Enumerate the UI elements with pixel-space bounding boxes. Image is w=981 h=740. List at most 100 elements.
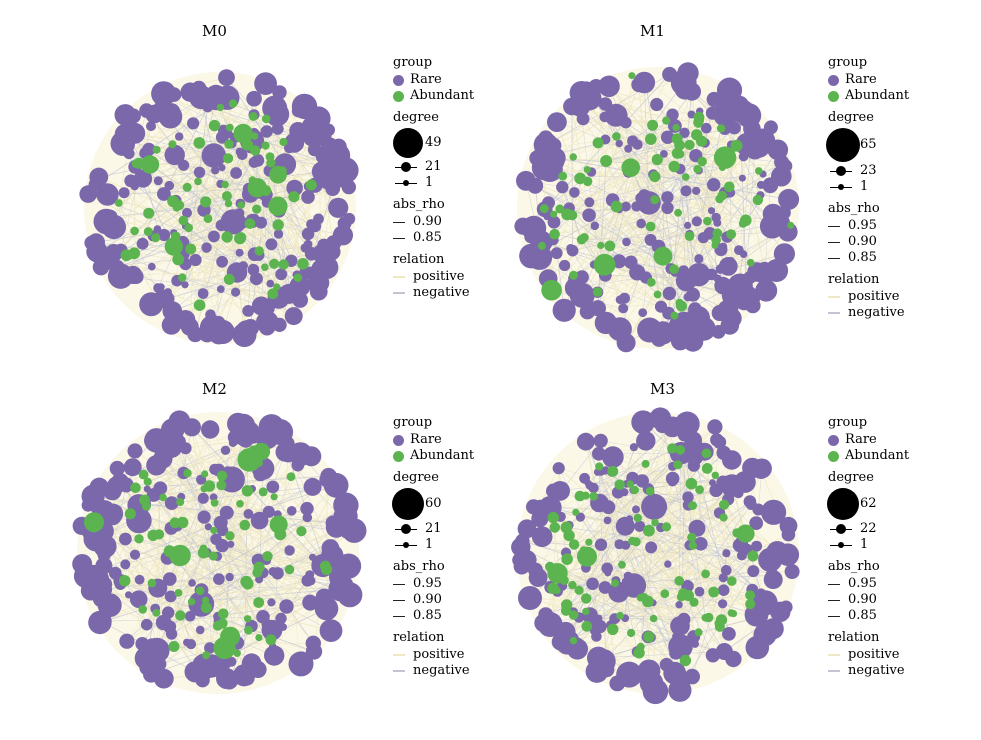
abundant-node [715,194,724,204]
abundant-node [194,177,202,186]
abundant-node [703,216,712,226]
positive-edge [711,185,771,211]
legend-group-label: Abundant [845,88,910,103]
abundant-node [730,139,743,152]
rare-node [249,272,263,286]
abundant-node [84,512,104,533]
rare-node [220,445,231,455]
negative-edge [210,278,257,315]
rare-node [632,505,640,514]
abundant-node [140,155,160,174]
negative-edge [597,160,607,309]
abundant-node [541,279,562,301]
negative-edge [197,181,240,214]
abundant-node [569,153,577,161]
rare-node [576,432,595,451]
legend-group-item: Abundant [828,448,909,464]
degree-size-icon [828,179,860,195]
abundant-node [645,221,656,232]
abundant-node [270,493,278,501]
legend-degree-label: 23 [860,163,877,178]
abundant-node [713,146,737,169]
legend-absrho-label: 0.85 [848,250,877,265]
rare-node [717,584,730,596]
abundant-node [600,155,613,167]
rare-node [675,677,689,691]
abundant-node [568,610,579,620]
abundant-node [278,259,289,270]
legend-degree-label: 62 [860,496,877,511]
positive-edge [592,447,635,584]
abundant-node [261,114,271,124]
rare-node [716,77,743,103]
abundant-node [216,480,227,491]
abundant-node [787,221,795,229]
legend-absrho-label: 0.90 [848,234,877,249]
rare-node [266,279,275,288]
rare-node [620,201,631,212]
abundant-node [661,522,672,532]
abundant-node [284,564,295,575]
rare-node [544,147,566,169]
rare-node [559,259,571,272]
rare-node [552,462,565,475]
abundant-node [745,590,756,601]
abundant-node [645,133,657,145]
legend-absrho-item: 0.85 [828,250,909,266]
legend-relation-title: relation [393,252,445,267]
abundant-node [687,532,697,542]
negative-edge [148,172,200,214]
abundant-node [684,231,695,241]
rare-node [129,590,148,608]
abundant-node [210,499,219,507]
abundant-node [651,518,659,527]
abundant-node [133,157,145,169]
negative-edge [581,239,729,311]
legend-degree-item: 60 [392,487,474,521]
legend-degree-title: degree [828,110,874,125]
rare-node [333,492,359,518]
degree-dot-icon [401,162,411,172]
rare-node [705,106,719,120]
rare-node [325,181,341,197]
legend-absrho-title: abs_rho [393,559,445,574]
rare-node [637,317,663,343]
rare-node [291,93,318,120]
abundant-node [547,563,568,584]
abundant-node [128,247,141,260]
abundant-node [210,526,218,535]
abundant-node [114,199,123,207]
abundant-node [701,448,712,459]
rare-node [642,678,669,705]
abundant-node [237,201,245,209]
rare-node [254,72,277,95]
rare-node [585,481,594,490]
rare-node [92,258,110,276]
legend-relation-label: negative [413,663,470,678]
rare-node [528,562,543,578]
rare-node [592,446,606,461]
abundant-node [704,612,714,623]
rare-node [253,467,268,482]
absrho-line-icon [393,237,405,239]
rare-node [569,187,580,198]
rare-node [620,488,629,497]
rare-node [250,511,269,530]
rare-swatch-icon [828,74,839,86]
abundant-node [569,270,579,280]
abundant-node [626,480,634,488]
rare-node [225,572,234,582]
abundant-node [237,448,262,472]
abundant-node [184,223,193,233]
legend-group-title: group [828,55,868,70]
rare-node [135,637,150,651]
rare-node [713,218,722,227]
rare-node [751,540,763,552]
legend-relation-label: positive [848,289,900,304]
negative-edge [183,472,275,656]
legend-absrho-label: 0.90 [413,592,442,607]
rare-node [661,191,674,204]
abundant-node [679,654,692,667]
rare-node [649,407,672,430]
rare-node [226,656,237,667]
